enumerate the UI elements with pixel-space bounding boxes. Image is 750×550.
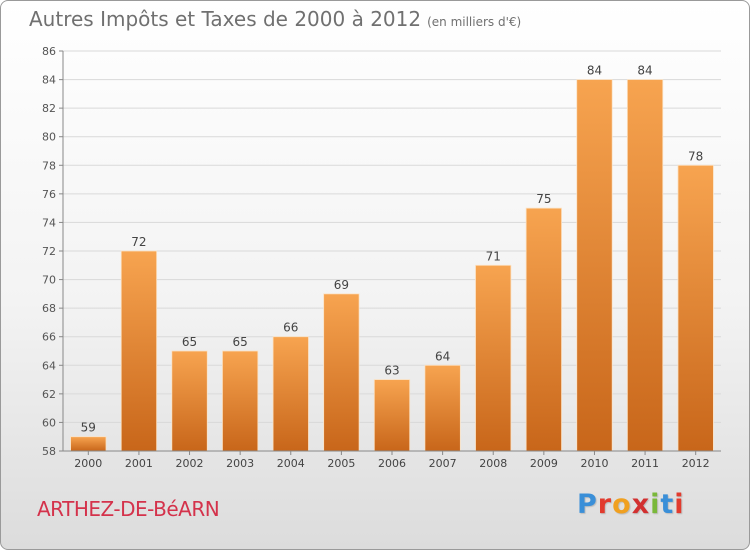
bar-value-label: 72	[131, 235, 146, 249]
y-tick-label: 86	[42, 45, 56, 58]
y-axis-ticks: 58 60 62 64 66 68 70 72 74 76 78 80 82 84 86	[42, 45, 63, 458]
bar-value-label: 63	[384, 364, 399, 378]
chart-title-text: Autres Impôts et Taxes de 2000 à 2012	[29, 7, 422, 31]
x-tick-label: 2004	[277, 457, 305, 470]
brand-letter: o	[612, 489, 632, 520]
x-tick-label: 2008	[479, 457, 507, 470]
bar	[373, 379, 411, 452]
y-tick-label: 60	[42, 416, 56, 429]
x-tick-label: 2007	[429, 457, 457, 470]
y-tick-label: 76	[42, 188, 56, 201]
bar-value-label: 75	[536, 192, 551, 206]
bar	[475, 264, 512, 452]
brand-letter: i	[650, 489, 661, 520]
x-tick-label: 2003	[226, 457, 254, 470]
y-tick-label: 58	[42, 445, 56, 458]
city-name: ARTHEZ-DE-BéARN	[37, 497, 220, 521]
bar-value-label: 69	[334, 278, 349, 292]
bar-value-label: 65	[182, 335, 197, 349]
bar-value-label: 71	[486, 249, 501, 263]
bar-value-label: 65	[233, 335, 248, 349]
x-tick-label: 2009	[530, 457, 558, 470]
bar	[677, 164, 714, 452]
chart-title: Autres Impôts et Taxes de 2000 à 2012 (en…	[29, 7, 521, 31]
x-axis-ticks: 2000 2001 2002 2003 2004 2005 2006 2007 2008 2009…	[74, 451, 710, 470]
x-tick-label: 2006	[378, 457, 406, 470]
brand-letter: x	[631, 489, 651, 520]
x-tick-label: 2002	[176, 457, 204, 470]
bar-value-label: 84	[587, 64, 602, 78]
brand-letter: r	[597, 489, 613, 520]
bars: 59 72 65 65 66 69 63 64 71 75 84 84 78	[70, 64, 714, 452]
x-tick-label: 2011	[631, 457, 659, 470]
bar-value-label: 78	[688, 149, 703, 163]
y-tick-label: 80	[42, 131, 56, 144]
x-tick-label: 2005	[327, 457, 355, 470]
bar	[576, 79, 613, 452]
bar	[626, 79, 664, 452]
brand-letter: P	[577, 489, 598, 520]
y-tick-label: 74	[42, 216, 56, 229]
x-tick-label: 2001	[125, 457, 153, 470]
y-tick-label: 84	[42, 74, 56, 87]
x-tick-label: 2000	[74, 457, 102, 470]
bar-value-label: 84	[637, 64, 652, 78]
bar	[424, 364, 461, 452]
bar	[171, 350, 208, 452]
bar	[70, 436, 107, 452]
bar	[120, 250, 158, 452]
bar	[525, 207, 562, 452]
y-tick-label: 62	[42, 388, 56, 401]
bar-value-label: 64	[435, 349, 450, 363]
proxiti-logo: Proxiti	[577, 489, 685, 520]
bar	[222, 350, 259, 452]
x-tick-label: 2012	[682, 457, 710, 470]
bar-value-label: 66	[283, 321, 298, 335]
y-tick-label: 70	[42, 274, 56, 287]
chart-subtitle: (en milliers d'€)	[427, 15, 522, 29]
y-tick-label: 78	[42, 159, 56, 172]
brand-letter: t	[660, 489, 675, 520]
y-tick-label: 68	[42, 302, 56, 315]
y-tick-label: 72	[42, 245, 56, 258]
brand-letter: i	[674, 489, 685, 520]
bar	[323, 293, 360, 452]
x-tick-label: 2010	[580, 457, 608, 470]
y-tick-label: 64	[42, 359, 56, 372]
bar-value-label: 59	[81, 421, 96, 435]
bar	[272, 336, 309, 452]
y-tick-label: 66	[42, 331, 56, 344]
y-tick-label: 82	[42, 102, 56, 115]
